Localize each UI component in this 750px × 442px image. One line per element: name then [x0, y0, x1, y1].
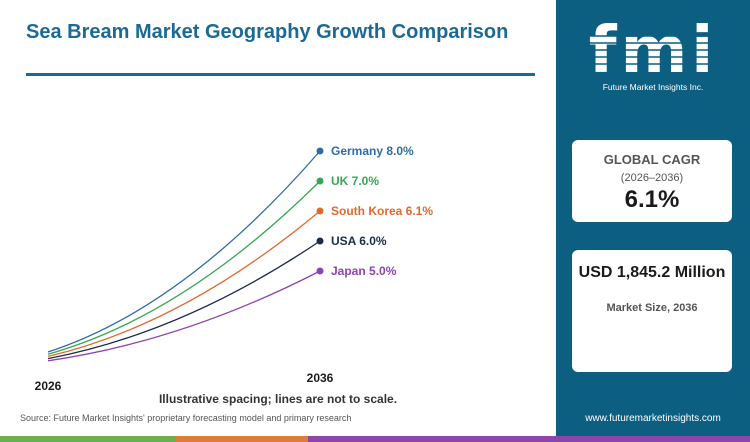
bottom-bar-segment — [176, 436, 308, 442]
series-endpoint-south-korea — [316, 207, 324, 215]
logo-stripes — [576, 35, 731, 65]
series-label-germany: Germany 8.0% — [331, 144, 414, 158]
logo-subtitle: Future Market Insights Inc. — [603, 82, 704, 92]
fmi-logo: fmi Future Market Insights Inc. — [576, 14, 731, 92]
series-line-uk — [47, 180, 321, 355]
series-label-usa: USA 6.0% — [331, 234, 387, 248]
series-line-south-korea — [47, 210, 321, 358]
market-size-label: Market Size, 2036 — [606, 302, 698, 314]
x-tick-start: 2026 — [35, 379, 62, 393]
series-line-usa — [47, 240, 321, 360]
cagr-period: (2026–2036) — [620, 172, 684, 184]
chart-note: Illustrative spacing; lines are not to s… — [158, 392, 398, 406]
series-label-uk: UK 7.0% — [331, 174, 379, 188]
logo-wordmark: fmi — [589, 14, 717, 88]
series-line-germany — [47, 150, 321, 353]
bottom-bar-segment — [0, 436, 176, 442]
market-size-value: USD 1,845.2 Million — [578, 264, 726, 281]
growth-line-chart: 2026 2036 Germany 8.0% UK 7.0% South Korea… — [35, 144, 434, 393]
bottom-color-bar — [0, 436, 750, 442]
series-endpoint-japan — [316, 267, 324, 275]
cagr-card: GLOBAL CAGR (2026–2036) 6.1% — [572, 140, 732, 222]
series-label-japan: Japan 5.0% — [331, 264, 397, 278]
x-tick-end: 2036 — [307, 371, 334, 385]
chart-title: Sea Bream Market Geography Growth Compar… — [26, 21, 509, 43]
market-size-card: USD 1,845.2 Million Market Size, 2036 — [572, 250, 732, 372]
chart-panel: Sea Bream Market Geography Growth Compar… — [20, 21, 535, 423]
source-text: Source: Future Market Insights' propriet… — [20, 413, 352, 423]
bottom-bar-segment — [308, 436, 750, 442]
series-endpoint-uk — [316, 177, 324, 185]
title-underline — [26, 73, 535, 76]
cagr-label: GLOBAL CAGR — [603, 152, 701, 167]
series-endpoint-germany — [316, 147, 324, 155]
cagr-value: 6.1% — [624, 186, 680, 213]
summary-panel: fmi Future Market Insights Inc. GLOBAL C… — [556, 0, 750, 436]
series-label-south-korea: South Korea 6.1% — [331, 204, 433, 218]
website-link[interactable]: www.futuremarketinsights.com — [585, 413, 721, 424]
series-endpoint-usa — [316, 237, 324, 245]
series-line-japan — [47, 270, 321, 362]
